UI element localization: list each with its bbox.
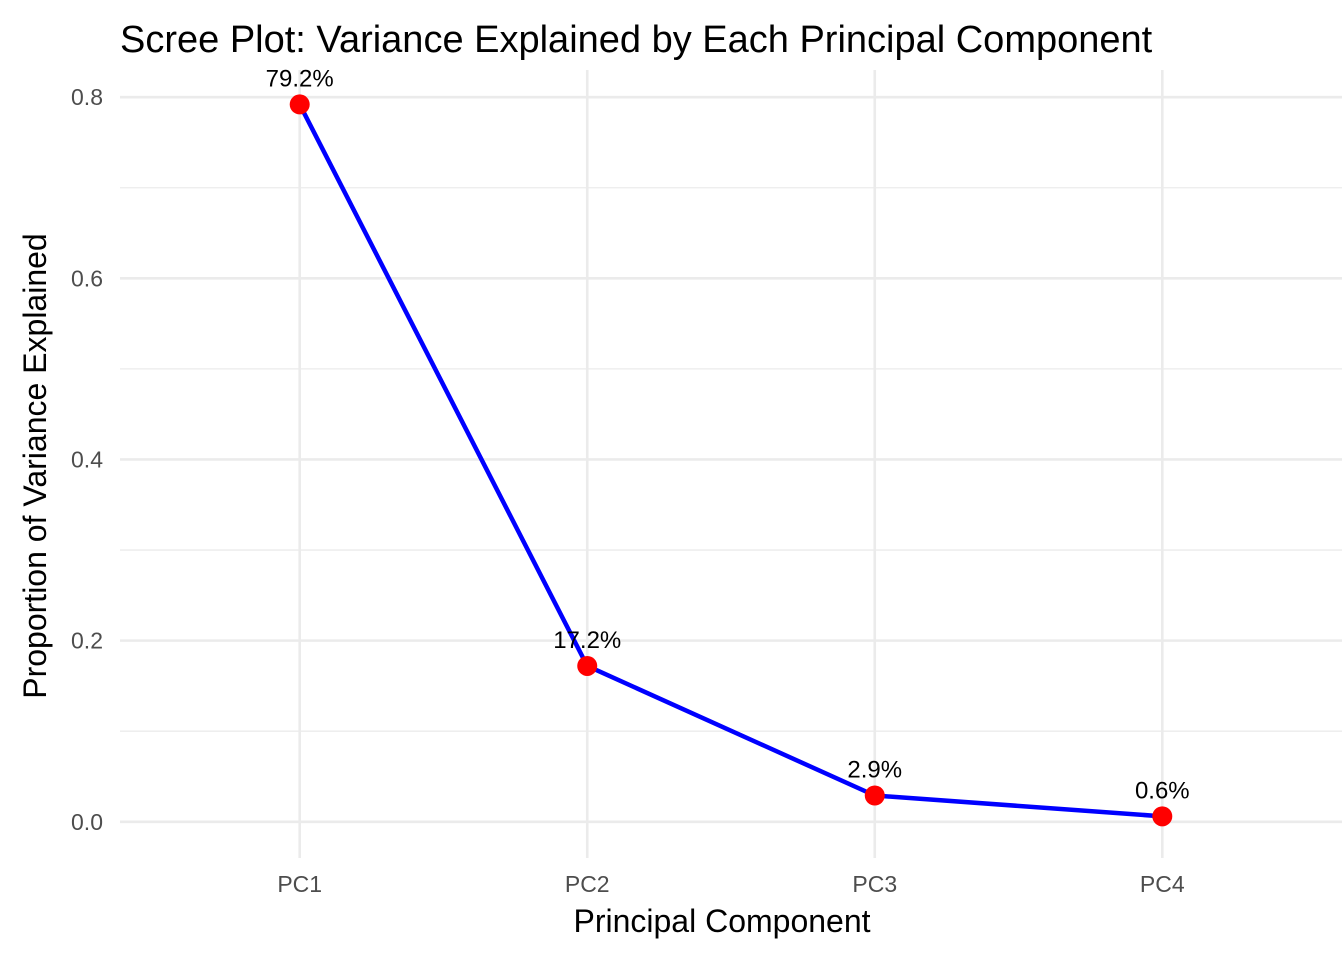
data-label: 79.2% (266, 65, 334, 92)
y-axis-title: Proportion of Variance Explained (17, 233, 53, 698)
x-tick-label: PC3 (852, 871, 897, 897)
y-tick-label: 0.4 (71, 446, 103, 472)
data-label: 17.2% (553, 627, 621, 654)
axis-layer: Scree Plot: Variance Explained by Each P… (17, 19, 1153, 939)
x-tick-label: PC4 (1140, 871, 1185, 897)
data-label: 0.6% (1135, 777, 1190, 804)
grid-layer (120, 70, 1342, 858)
data-point (864, 785, 885, 806)
y-tick-label: 0.2 (71, 628, 103, 654)
data-point (1152, 806, 1173, 827)
x-tick-label: PC2 (565, 871, 610, 897)
variance-line (297, 103, 1163, 819)
y-tick-label: 0.8 (71, 84, 103, 110)
x-axis-title: Principal Component (573, 903, 870, 939)
data-label: 2.9% (847, 757, 902, 784)
x-tick-label: PC1 (277, 871, 322, 897)
data-point (289, 94, 310, 115)
series-layer (289, 94, 1173, 827)
chart-title: Scree Plot: Variance Explained by Each P… (120, 19, 1153, 61)
y-tick-label: 0.6 (71, 265, 103, 291)
y-tick-label: 0.0 (71, 809, 103, 835)
label-layer: 0.0 0.2 0.4 0.6 0.8 PC1 PC2 PC3 PC4 79.2% 17.2% 2.9… (71, 65, 1190, 897)
data-point (577, 655, 598, 676)
